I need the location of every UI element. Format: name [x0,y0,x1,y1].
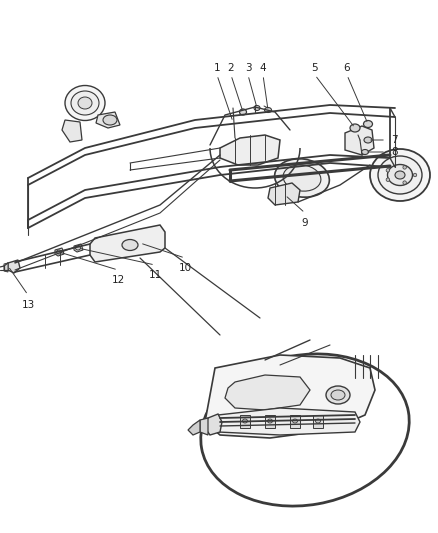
Polygon shape [74,244,83,252]
Ellipse shape [283,165,321,191]
Polygon shape [240,415,250,428]
Ellipse shape [265,108,272,112]
Polygon shape [205,355,375,438]
Text: 5: 5 [312,63,318,73]
Polygon shape [96,112,120,128]
Ellipse shape [240,109,247,115]
Polygon shape [213,408,360,435]
Ellipse shape [361,149,368,155]
Ellipse shape [395,171,405,179]
Ellipse shape [254,106,260,110]
Ellipse shape [103,115,117,125]
Text: 4: 4 [260,63,266,73]
Ellipse shape [275,159,329,197]
Polygon shape [265,415,275,428]
Ellipse shape [326,386,350,404]
Polygon shape [200,418,208,435]
Ellipse shape [293,419,297,423]
Text: 2: 2 [228,63,234,73]
Ellipse shape [413,173,417,177]
Ellipse shape [350,124,360,132]
Polygon shape [313,415,323,428]
Ellipse shape [78,97,92,109]
Ellipse shape [315,419,321,423]
Polygon shape [268,183,300,205]
Ellipse shape [378,156,422,194]
Ellipse shape [75,246,81,250]
Text: 6: 6 [344,63,350,73]
Polygon shape [62,120,82,142]
Ellipse shape [364,137,372,143]
Ellipse shape [268,419,272,423]
Ellipse shape [364,120,372,127]
Text: 8: 8 [391,147,398,157]
Text: 1: 1 [214,63,220,73]
Ellipse shape [403,166,406,169]
Polygon shape [90,225,165,262]
Polygon shape [290,415,300,428]
Ellipse shape [403,181,406,184]
Text: 12: 12 [111,275,125,285]
Polygon shape [4,263,8,272]
Polygon shape [55,248,64,256]
Ellipse shape [122,239,138,251]
Ellipse shape [71,91,99,115]
Polygon shape [205,414,222,435]
Polygon shape [345,126,374,155]
Ellipse shape [386,178,390,181]
Text: 10: 10 [178,263,191,273]
Text: 13: 13 [21,300,35,310]
Ellipse shape [388,165,413,185]
Ellipse shape [386,168,390,172]
Ellipse shape [243,419,247,423]
Text: 3: 3 [245,63,251,73]
Polygon shape [8,260,20,273]
Ellipse shape [331,390,345,400]
Ellipse shape [57,250,61,254]
Text: 11: 11 [148,270,162,280]
Polygon shape [188,420,200,435]
Text: 9: 9 [302,218,308,228]
Ellipse shape [65,85,105,120]
Ellipse shape [201,354,409,506]
Polygon shape [225,375,310,410]
Polygon shape [220,135,280,165]
Text: 7: 7 [391,135,398,145]
Ellipse shape [370,149,430,201]
